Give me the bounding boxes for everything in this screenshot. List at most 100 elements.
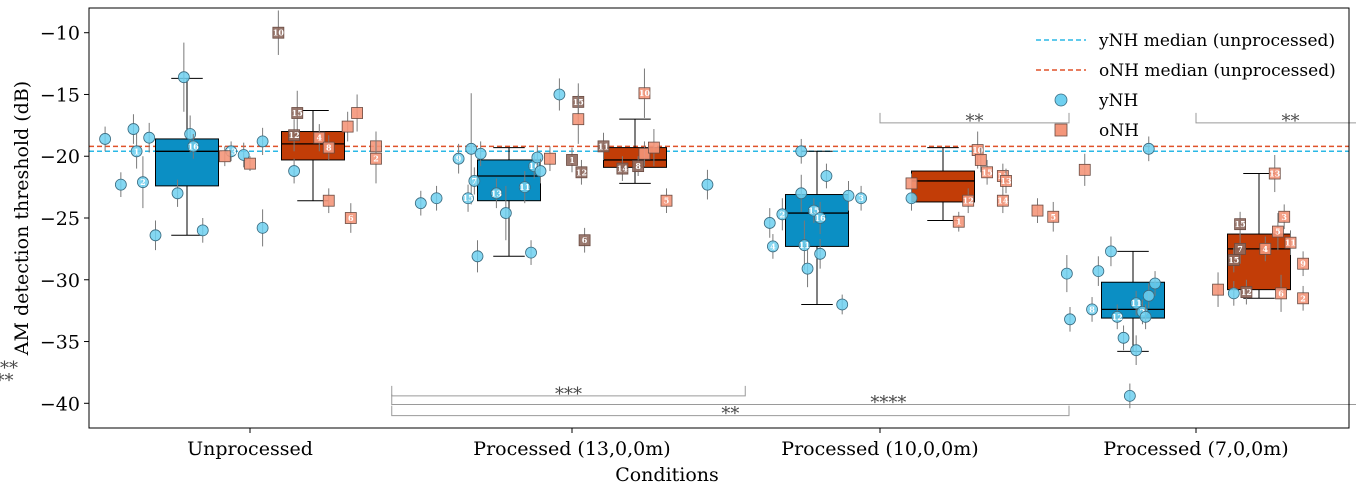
onh-point-23: 10	[638, 68, 650, 118]
ynh-point-15-marker	[256, 221, 269, 234]
significance-label-6: ****	[870, 393, 906, 414]
onh-point-36-marker	[1047, 210, 1060, 223]
onh-point-43: 4	[1259, 236, 1272, 262]
ynh-point-41-label: 15	[808, 206, 819, 216]
ynh-point-51-marker	[1086, 303, 1098, 316]
onh-point-5-label: 4	[317, 133, 323, 143]
onh-point-43-marker	[1259, 242, 1272, 255]
onh-point-19-marker	[597, 140, 610, 153]
onh-point-1-marker	[244, 157, 256, 170]
onh-point-12-label: 2	[373, 154, 379, 164]
ynh-point-7	[171, 179, 184, 207]
ynh-point-28-marker	[525, 246, 537, 259]
ynh-point-62	[1149, 271, 1161, 296]
y-axis-label: AM detection threshold (dB)	[11, 81, 33, 356]
onh-point-14: 1	[566, 147, 578, 173]
ynh-point-5-marker	[143, 131, 156, 144]
ynh-point-3-marker	[130, 145, 143, 158]
ynh-point-34-marker	[763, 217, 776, 229]
onh-point-24	[648, 129, 660, 167]
y-tick-label-0: −10	[40, 23, 80, 45]
ynh-point-44	[820, 163, 833, 189]
ynh-point-57-marker	[1130, 344, 1143, 357]
ynh-point-12-label: 13	[226, 146, 238, 156]
onh-point-50: 2	[1297, 285, 1309, 311]
ynh-point-18	[430, 185, 443, 211]
ynh-point-19: 9	[452, 143, 465, 174]
onh-point-39: 15	[1234, 211, 1246, 237]
ynh-point-46	[842, 180, 855, 211]
onh-point-9: 6	[344, 203, 357, 233]
onh-point-22-marker	[638, 147, 651, 160]
ynh-point-27: 11	[518, 171, 531, 204]
ynh-box-2	[785, 150, 849, 305]
legend-entry-3: oNH	[1054, 121, 1139, 141]
onh-point-31-marker	[981, 166, 993, 179]
ynh-point-26-marker	[499, 207, 512, 219]
onh-point-33: 13	[1000, 168, 1012, 194]
ynh-point-50-marker	[1064, 313, 1076, 326]
ynh-point-10: 16	[187, 134, 199, 159]
onh-point-18: 6	[578, 227, 591, 253]
ynh-point-61-marker	[1142, 289, 1155, 302]
legend-entry-1: oNH median (unprocessed)	[1036, 61, 1336, 81]
onh-point-37-marker	[1078, 163, 1091, 176]
onh-point-21-label: 8	[635, 161, 641, 171]
significance-label-5: ***	[555, 384, 582, 405]
onh-point-27-label: 1	[956, 217, 962, 227]
onh-point-20-marker	[616, 162, 629, 175]
onh-point-14-label: 1	[569, 155, 575, 165]
legend-entry-3-swatch	[1054, 123, 1068, 137]
x-tick-label-0: Unprocessed	[187, 438, 313, 460]
ynh-point-43-marker	[814, 247, 827, 260]
onh-point-38-marker	[1212, 283, 1224, 296]
onh-point-5: 4	[313, 124, 326, 152]
ynh-point-45	[836, 294, 849, 315]
onh-point-41-marker	[1234, 242, 1246, 255]
onh-point-26	[905, 173, 918, 194]
onh-point-6-label: 8	[326, 143, 332, 153]
onh-point-13	[544, 146, 556, 172]
legend-entry-3-label: oNH	[1099, 121, 1139, 141]
ynh-point-53	[1105, 236, 1117, 267]
ynh-point-40	[801, 250, 814, 288]
significance-label-0: **	[966, 111, 984, 132]
onh-point-28: 12	[962, 188, 975, 214]
ynh-point-48	[905, 185, 918, 211]
onh-point-19-label: 11	[598, 141, 609, 151]
y-tick-label-5: −35	[40, 332, 80, 354]
onh-point-34-label: 14	[997, 196, 1009, 206]
ynh-point-28	[525, 240, 537, 265]
significance-bracket-5	[391, 385, 746, 397]
ynh-point-20	[465, 93, 478, 205]
plot-area: ********************12161397151311164211…	[0, 10, 1356, 425]
ynh-point-0-marker	[99, 133, 111, 145]
legend-entry-2-label: yNH	[1098, 91, 1138, 111]
onh-point-29-label: 10	[972, 145, 984, 155]
onh-point-48-marker	[1284, 236, 1297, 249]
onh-point-27-marker	[952, 215, 965, 228]
onh-point-31-label: 15	[982, 167, 993, 177]
onh-point-42-label: 12	[1241, 287, 1252, 297]
onh-box-0	[281, 110, 345, 202]
legend-entry-2-swatch	[1054, 93, 1068, 107]
ynh-point-21-marker	[468, 175, 481, 187]
ynh-point-27-marker	[518, 181, 531, 194]
onh-point-44-marker	[1268, 167, 1281, 180]
legend-entry-0-label: yNH median (unprocessed)	[1098, 31, 1335, 51]
ynh-point-57	[1130, 335, 1143, 365]
ynh-point-35-label: 4	[770, 241, 776, 251]
ynh-point-53-marker	[1105, 245, 1117, 258]
ynh-point-34	[763, 208, 776, 238]
onh-point-6-marker	[322, 141, 335, 154]
ynh-point-49	[1060, 255, 1073, 293]
significance-bracket-1	[1195, 112, 1356, 124]
ynh-point-38-marker	[795, 187, 808, 200]
onh-point-48: 11	[1284, 230, 1297, 256]
ynh-point-6	[149, 220, 162, 251]
onh-point-18-label: 6	[582, 235, 588, 245]
onh-point-30	[974, 147, 987, 173]
ynh-point-24-marker	[462, 192, 474, 205]
onh-point-7	[322, 188, 335, 214]
